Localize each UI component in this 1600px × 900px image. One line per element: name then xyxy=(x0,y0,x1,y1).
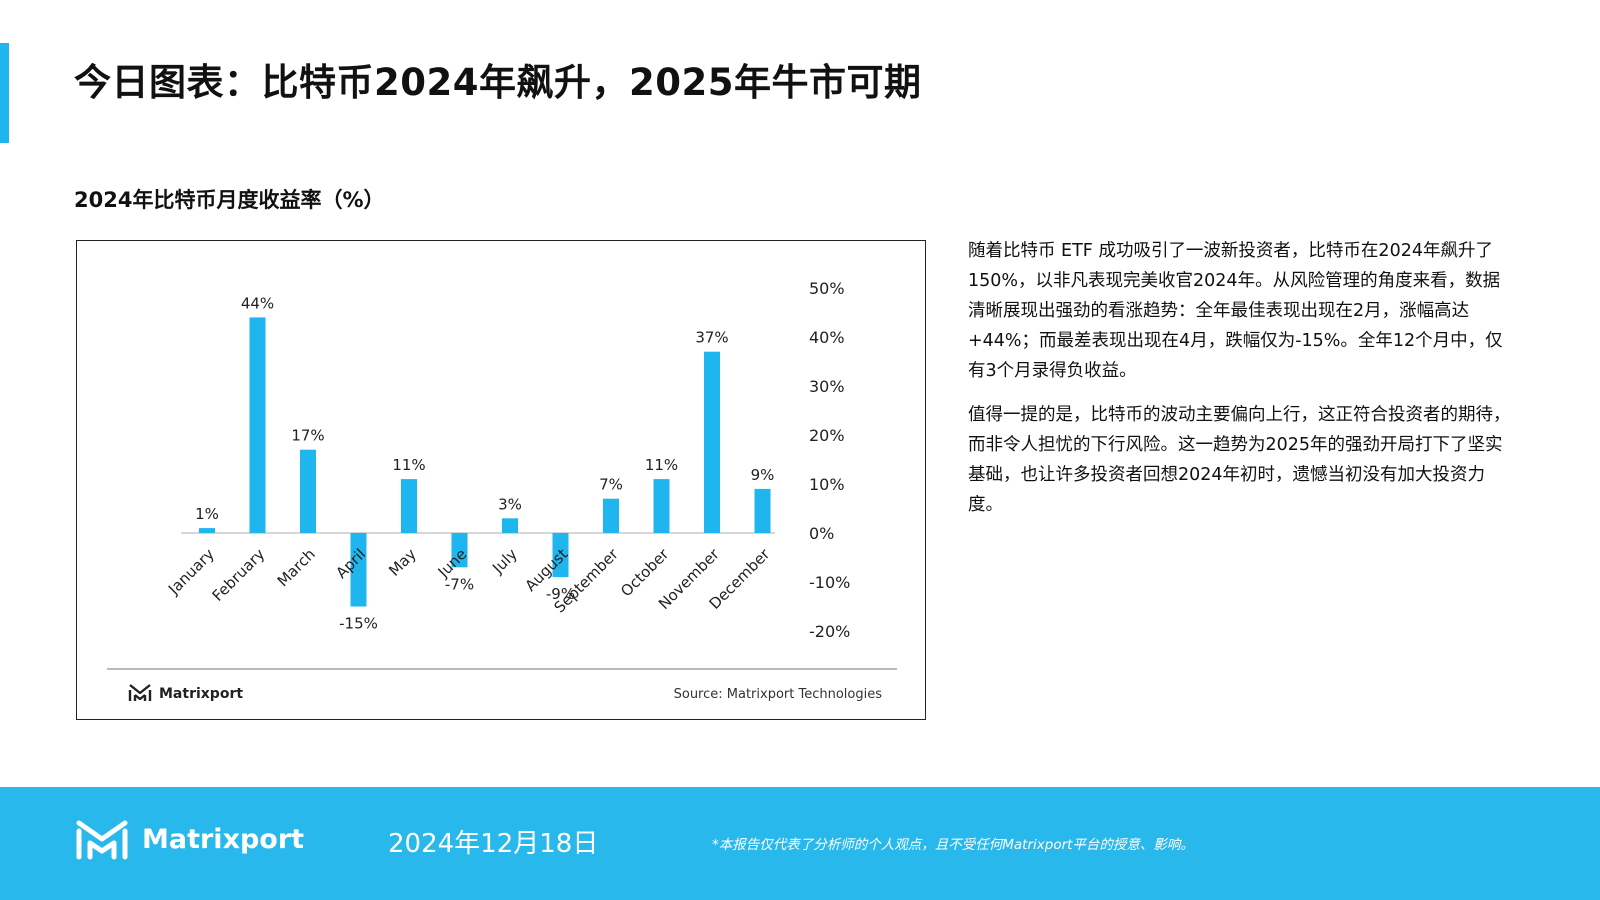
report-date: 2024年12月18日 xyxy=(388,829,599,859)
data-label-april: -15% xyxy=(339,615,378,633)
bar-february xyxy=(249,317,266,533)
matrixport-logo-icon xyxy=(76,820,128,860)
chart-source: Source: Matrixport Technologies xyxy=(674,687,883,702)
data-label-july: 3% xyxy=(498,495,522,513)
monthly-returns-chart: 1%January44%February17%March-15%April11%… xyxy=(107,279,897,702)
y-tick-label: 40% xyxy=(809,328,845,347)
bar-june xyxy=(451,533,468,568)
analysis-paragraph-2: 值得一提的是，比特币的波动主要偏向上行，这正符合投资者的期待，而非令人担忧的下行… xyxy=(968,405,1511,515)
bar-january xyxy=(199,528,215,533)
data-label-february: 44% xyxy=(241,294,274,312)
x-tick-label-july: July xyxy=(488,545,521,578)
bar-december xyxy=(754,488,771,533)
y-tick-label: 0% xyxy=(809,524,834,543)
bar-october xyxy=(653,479,670,533)
bar-march xyxy=(300,449,316,533)
y-tick-label: -10% xyxy=(809,573,850,592)
footer-brand-name: Matrixport xyxy=(142,823,305,855)
footer-logo: Matrixport xyxy=(76,817,304,861)
title-accent-bar xyxy=(0,43,9,143)
matrixport-logo-icon xyxy=(128,684,152,701)
data-label-june: -7% xyxy=(445,575,474,593)
y-tick-label: 30% xyxy=(809,377,845,396)
analysis-paragraph-1: 随着比特币 ETF 成功吸引了一波新投资者，比特币在2024年飙升了150%，以… xyxy=(968,241,1503,381)
bar-august xyxy=(552,533,569,578)
bars-group: 1%January44%February17%March-15%April11%… xyxy=(164,294,774,632)
bar-may xyxy=(401,479,417,533)
analysis-text: 随着比特币 ETF 成功吸引了一波新投资者，比特币在2024年飙升了150%，以… xyxy=(968,236,1516,534)
chart-section-title: 2024年比特币月度收益率（%） xyxy=(74,188,385,212)
y-tick-labels: 50% 40% 30% 20% 10% 0% -10% -20% xyxy=(809,279,850,641)
data-label-october: 11% xyxy=(645,456,678,474)
page-title: 今日图表：比特币2024年飙升，2025年牛市可期 xyxy=(74,61,922,104)
data-label-august: -9% xyxy=(546,585,575,603)
bar-april xyxy=(350,533,367,607)
x-tick-label-may: May xyxy=(385,545,420,580)
data-label-september: 7% xyxy=(599,476,623,494)
bar-september xyxy=(603,498,619,533)
data-label-january: 1% xyxy=(195,505,219,523)
footer: Matrixport 2024年12月18日 *本报告仅代表了分析师的个人观点，… xyxy=(0,787,1600,900)
y-tick-label: 10% xyxy=(809,475,845,494)
bar-november xyxy=(704,351,720,533)
data-label-december: 9% xyxy=(751,466,775,484)
data-label-may: 11% xyxy=(392,456,425,474)
bar-july xyxy=(502,518,518,533)
x-tick-label-february: February xyxy=(209,545,269,605)
y-tick-label: -20% xyxy=(809,622,850,641)
chart-frame: 1% January 44% February 17% March -15% April 11%… xyxy=(76,240,926,720)
disclaimer: *本报告仅代表了分析师的个人观点，且不受任何Matrixport平台的授意、影响… xyxy=(712,837,1194,853)
data-label-november: 37% xyxy=(695,329,728,347)
chart-logo-text: Matrixport xyxy=(159,686,243,702)
y-tick-label: 50% xyxy=(809,279,845,298)
y-tick-label: 20% xyxy=(809,426,845,445)
data-label-march: 17% xyxy=(291,427,324,445)
x-tick-label-march: March xyxy=(274,545,319,590)
chart-logo: Matrixport xyxy=(128,684,243,702)
